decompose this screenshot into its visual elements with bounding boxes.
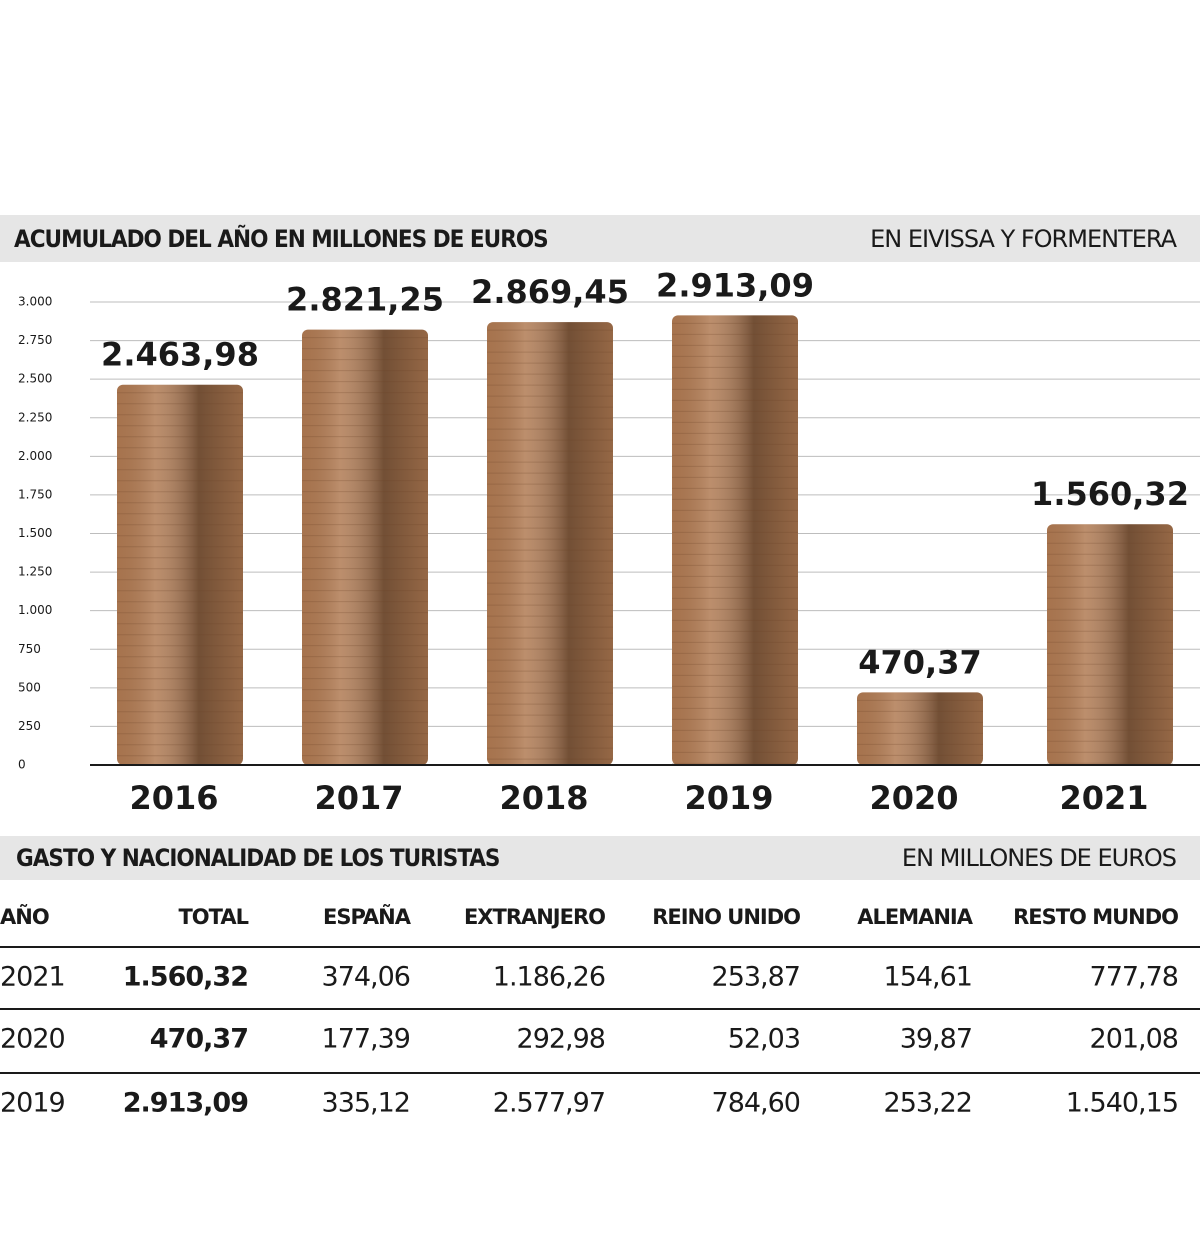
table-cell: 2019 (0, 1088, 65, 1119)
y-tick-label: 750 (18, 642, 41, 656)
y-tick-label: 250 (18, 719, 41, 733)
y-tick-label: 1.250 (18, 565, 52, 579)
y-tick-label: 2.000 (18, 449, 52, 463)
x-tick-label: 2017 (314, 779, 403, 817)
column-header: REINO UNIDO (652, 905, 800, 929)
table-cell: 201,08 (1090, 1024, 1178, 1055)
table-cell: 470,37 (150, 1024, 248, 1055)
data-label: 2.463,98 (101, 336, 259, 374)
table-cell: 292,98 (517, 1024, 605, 1055)
table-title: GASTO Y NACIONALIDAD DE LOS TURISTAS (16, 844, 499, 872)
x-tick-label: 2021 (1059, 779, 1148, 817)
y-tick-label: 1.000 (18, 603, 52, 617)
data-label: 470,37 (858, 643, 981, 681)
data-label: 2.913,09 (656, 266, 814, 304)
bar-shade (857, 692, 983, 765)
table-cell: 1.560,32 (123, 962, 248, 993)
y-tick-label: 1.500 (18, 526, 52, 540)
chart-header-band (0, 215, 1200, 262)
x-tick-label: 2016 (129, 779, 218, 817)
column-header: EXTRANJERO (464, 905, 605, 929)
chart-title: ACUMULADO DEL AÑO EN MILLONES DE EUROS (14, 224, 548, 253)
y-tick-label: 1.750 (18, 487, 52, 501)
table-cell: 784,60 (712, 1088, 800, 1119)
x-tick-label: 2018 (499, 779, 588, 817)
x-tick-label: 2019 (684, 779, 773, 817)
column-header: ALEMANIA (857, 905, 974, 929)
bar-shade (302, 329, 428, 765)
table-cell: 2020 (0, 1024, 65, 1055)
table-cell: 253,87 (712, 962, 800, 993)
table-subtitle: EN MILLONES DE EUROS (902, 844, 1176, 872)
y-tick-label: 500 (18, 680, 41, 694)
table-cell: 335,12 (322, 1088, 410, 1119)
table-cell: 1.540,15 (1066, 1088, 1178, 1119)
table-cell: 177,39 (322, 1024, 410, 1055)
data-label: 2.869,45 (471, 273, 629, 311)
column-header: RESTO MUNDO (1013, 905, 1178, 929)
y-tick-label: 3.000 (18, 295, 52, 309)
x-tick-label: 2020 (869, 779, 958, 817)
column-header: AÑO (0, 904, 49, 929)
table-cell: 253,22 (884, 1088, 972, 1119)
table-cell: 2021 (0, 962, 65, 993)
table-cell: 2.577,97 (493, 1088, 605, 1119)
table-cell: 52,03 (728, 1024, 800, 1055)
column-header: TOTAL (178, 905, 248, 929)
y-tick-label: 0 (18, 758, 26, 772)
table-cell: 2.913,09 (123, 1088, 248, 1119)
data-label: 1.560,32 (1031, 475, 1189, 513)
data-label: 2.821,25 (286, 281, 444, 319)
table-cell: 39,87 (900, 1024, 972, 1055)
chart-subtitle: EN EIVISSA Y FORMENTERA (870, 225, 1177, 253)
y-tick-label: 2.750 (18, 333, 52, 347)
y-tick-label: 2.500 (18, 372, 52, 386)
table-cell: 374,06 (322, 962, 410, 993)
bar-shade (117, 384, 243, 765)
bar-shade (487, 322, 613, 765)
y-tick-label: 2.250 (18, 410, 52, 424)
table-header-band (0, 836, 1200, 880)
table-cell: 777,78 (1090, 962, 1178, 993)
table-cell: 154,61 (884, 962, 972, 993)
bar-shade (1047, 524, 1173, 765)
column-header: ESPAÑA (323, 904, 412, 929)
table-cell: 1.186,26 (493, 962, 605, 993)
bar-shade (672, 315, 798, 765)
